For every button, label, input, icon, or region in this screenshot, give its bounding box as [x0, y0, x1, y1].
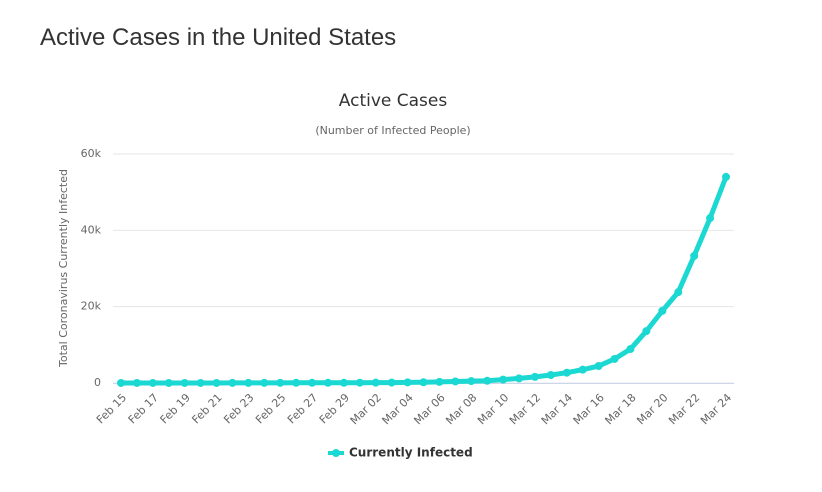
- series-line: [121, 175, 729, 386]
- data-point: [674, 288, 683, 297]
- data-point: [371, 378, 380, 387]
- data-point: [626, 345, 635, 354]
- x-tick-label: Mar 16: [571, 391, 607, 427]
- data-point: [228, 378, 237, 387]
- data-point: [451, 377, 460, 386]
- data-point: [610, 354, 619, 363]
- data-point: [483, 376, 492, 385]
- y-tick-label: 60k: [81, 147, 102, 160]
- legend-label: Currently Infected: [349, 446, 473, 460]
- data-point: [244, 378, 253, 387]
- data-point: [132, 378, 141, 387]
- data-point: [722, 172, 730, 181]
- data-point: [387, 378, 396, 387]
- x-tick-label: Mar 06: [411, 391, 447, 427]
- data-point: [562, 368, 571, 377]
- data-point: [164, 378, 173, 387]
- data-point: [690, 251, 699, 260]
- data-point: [292, 378, 301, 387]
- x-tick-label: Mar 14: [539, 391, 575, 427]
- data-point: [212, 378, 221, 387]
- page-title: Active Cases in the United States: [40, 24, 397, 51]
- chart-title: Active Cases: [339, 91, 448, 111]
- x-tick-label: Feb 29: [317, 391, 352, 426]
- y-tick-label: 0: [94, 376, 101, 389]
- data-point: [706, 214, 715, 223]
- x-tick-label: Mar 20: [634, 391, 670, 427]
- chart-subtitle: (Number of Infected People): [315, 124, 470, 137]
- data-point: [658, 306, 667, 315]
- x-tick-label: Mar 04: [380, 391, 416, 427]
- data-point: [403, 378, 412, 387]
- data-point: [578, 365, 587, 374]
- data-point: [276, 378, 285, 387]
- x-tick-label: Feb 21: [189, 391, 224, 426]
- data-point: [148, 378, 157, 387]
- legend-marker: [332, 449, 340, 457]
- y-tick-label: 40k: [81, 223, 102, 236]
- data-point: [499, 375, 508, 384]
- x-tick-label: Mar 08: [443, 391, 479, 427]
- data-point: [308, 378, 317, 387]
- y-tick-label: 20k: [81, 300, 102, 313]
- x-tick-label: Feb 19: [158, 391, 193, 426]
- data-point: [180, 378, 189, 387]
- x-tick-label: Feb 17: [126, 391, 161, 426]
- data-point: [339, 378, 348, 387]
- x-tick-label: Feb 23: [221, 391, 256, 426]
- data-point: [546, 370, 555, 379]
- y-axis-title: Total Coronavirus Currently Infected: [57, 169, 70, 368]
- x-tick-label: Mar 24: [698, 391, 734, 427]
- data-point: [642, 327, 651, 336]
- x-tick-label: Feb 15: [94, 391, 129, 426]
- data-point: [594, 362, 603, 371]
- data-point: [117, 378, 125, 387]
- data-point: [515, 374, 524, 383]
- x-tick-label: Mar 02: [348, 391, 384, 427]
- data-point: [530, 372, 539, 381]
- data-point: [419, 378, 428, 387]
- data-point: [435, 377, 444, 386]
- x-tick-label: Mar 18: [602, 391, 638, 427]
- x-tick-label: Mar 12: [507, 391, 543, 427]
- x-tick-label: Mar 10: [475, 391, 511, 427]
- x-tick-label: Feb 27: [285, 391, 320, 426]
- x-tick-label: Feb 25: [253, 391, 288, 426]
- data-point: [196, 378, 205, 387]
- data-point: [355, 378, 364, 387]
- data-point: [323, 378, 332, 387]
- data-point: [467, 377, 476, 386]
- x-tick-label: Mar 22: [666, 391, 702, 427]
- data-point: [260, 378, 269, 387]
